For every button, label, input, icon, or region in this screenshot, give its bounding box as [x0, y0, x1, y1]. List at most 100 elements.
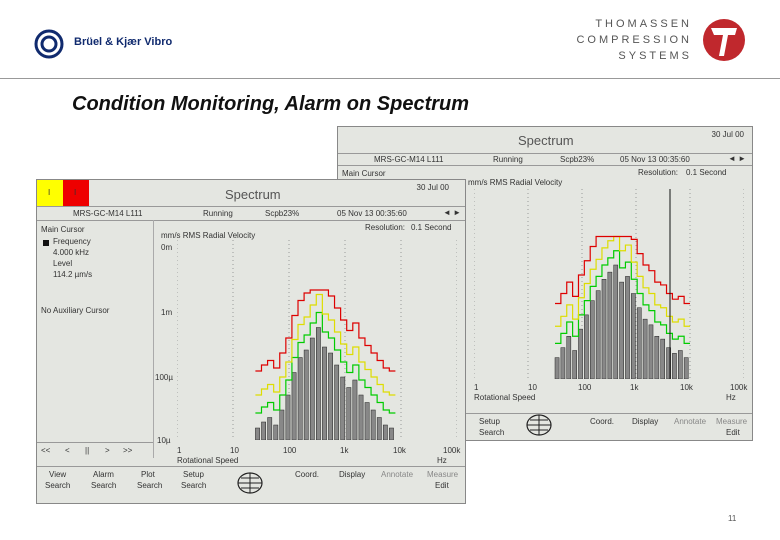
annotate-button[interactable]: Annotate	[381, 470, 414, 479]
transducer-globe-icon[interactable]	[227, 470, 273, 496]
slide-title: Condition Monitoring, Alarm on Spectrum	[72, 93, 470, 115]
x-axis-label: Rotational Speed	[177, 456, 239, 465]
y-tick: 1m	[161, 308, 173, 317]
nav-prev-button[interactable]: <	[65, 446, 70, 455]
machine-status: Running	[493, 155, 523, 164]
spectrum-bar	[607, 271, 613, 379]
x-tick: 1	[177, 446, 182, 455]
plot-button[interactable]: Plot	[141, 470, 155, 479]
edit-button[interactable]: Edit	[726, 428, 740, 437]
view-button[interactable]: View	[49, 470, 67, 479]
spectrum-bar	[619, 281, 624, 379]
main-cursor-label: Main Cursor	[342, 169, 386, 178]
spectrum-bar	[346, 387, 352, 440]
spectrum-bar	[297, 357, 303, 440]
band-setting: Scpb23%	[560, 155, 595, 164]
plot-search-button[interactable]: Search	[137, 481, 163, 490]
bk-vibro-brand: Brüel & Kjær Vibro	[74, 36, 173, 48]
spectrum-bar	[589, 300, 595, 379]
coord-button[interactable]: Coord.	[590, 417, 615, 426]
nav-pause-button[interactable]: ||	[85, 446, 90, 455]
spectrum-bar	[303, 349, 309, 440]
y-tick: 100µ	[155, 373, 173, 382]
spectrum-bar	[340, 376, 346, 440]
resolution-value: 0.1 Second	[411, 223, 452, 232]
resolution-label: Resolution:	[365, 223, 406, 232]
status-indicator-red: I	[63, 180, 89, 206]
bk-vibro-logo-icon	[34, 29, 64, 59]
alarm-limit-line	[255, 289, 396, 372]
alarm-search-button[interactable]: Search	[91, 481, 117, 490]
nav-arrows-icon[interactable]: ◄ ►	[442, 208, 461, 217]
main-cursor-label: Main Cursor	[41, 225, 85, 234]
spectrum-bar	[322, 346, 327, 440]
spectrum-bar	[376, 417, 382, 440]
window-title: Spectrum	[518, 133, 574, 148]
frequency-checkbox[interactable]	[43, 240, 49, 246]
spectrum-bar	[572, 350, 577, 379]
spectrum-bar	[352, 379, 358, 440]
tcs-brand: THOMASSEN COMPRESSION SYSTEMS	[576, 16, 692, 64]
spectrum-bar	[273, 424, 279, 440]
annotate-button[interactable]: Annotate	[674, 417, 707, 426]
spectrum-bar	[648, 324, 654, 379]
level-value: 114.2 µm/s	[53, 270, 93, 279]
measure-button[interactable]: Measure	[716, 417, 748, 426]
indicator-label: I	[48, 188, 51, 197]
page-number: 11	[728, 514, 737, 523]
edit-button[interactable]: Edit	[435, 481, 449, 490]
y-tick: 0m	[161, 243, 173, 252]
tcs-logo-icon	[703, 19, 745, 61]
timestamp: 05 Nov 13 00:35:60	[337, 209, 407, 218]
spectrum-bar	[279, 409, 285, 440]
resolution-label: Resolution:	[638, 168, 679, 177]
display-button[interactable]: Display	[632, 417, 659, 426]
spectrum-bar	[255, 427, 260, 440]
warning-limit-line	[255, 293, 396, 396]
view-search-button[interactable]: Search	[45, 481, 71, 490]
ok-limit-line	[255, 311, 396, 414]
alarm-limit-line	[555, 235, 690, 305]
machine-status: Running	[203, 209, 233, 218]
display-button[interactable]: Display	[339, 470, 366, 479]
tcs-line-1: THOMASSEN	[595, 18, 692, 30]
spectrum-bar	[328, 352, 333, 440]
setup-button[interactable]: Setup	[479, 417, 500, 426]
x-tick: 100k	[730, 383, 748, 392]
front-spectrum-chart	[177, 240, 457, 440]
nav-next-button[interactable]: >	[105, 446, 110, 455]
spectrum-bar	[316, 327, 321, 440]
measurement-point: MRS-GC-M14 L111	[73, 209, 143, 218]
window-title: Spectrum	[225, 187, 281, 202]
back-spectrum-chart	[474, 189, 744, 379]
search-button[interactable]: Search	[479, 428, 505, 437]
spectrum-bar	[382, 424, 388, 440]
nav-last-button[interactable]: >>	[123, 446, 133, 455]
nav-arrows-icon[interactable]: ◄ ►	[727, 154, 746, 163]
x-tick: 100	[578, 383, 592, 392]
frequency-value: 4.000 kHz	[53, 248, 90, 257]
spectrum-bar	[654, 336, 660, 379]
warning-limit-line	[555, 235, 690, 327]
spectrum-bar	[660, 338, 666, 379]
nav-first-button[interactable]: <<	[41, 446, 51, 455]
alarm-button[interactable]: Alarm	[93, 470, 114, 479]
header-divider	[0, 78, 780, 79]
spectrum-bar	[291, 372, 297, 440]
setup-button[interactable]: Setup	[183, 470, 204, 479]
timestamp: 05 Nov 13 00:35:60	[620, 155, 690, 164]
x-unit: Hz	[726, 393, 736, 402]
spectrum-bar	[683, 357, 689, 379]
spectrum-bar	[584, 314, 589, 379]
spectrum-bar	[358, 394, 364, 440]
setup-search-button[interactable]: Search	[181, 481, 207, 490]
transducer-globe-icon[interactable]	[516, 413, 562, 437]
resolution-value: 0.1 Second	[686, 168, 727, 177]
aux-cursor-label: No Auxiliary Cursor	[41, 306, 110, 315]
measure-label: mm/s RMS Radial Velocity	[468, 178, 563, 187]
date-corner: 30 Jul 00	[416, 183, 449, 192]
coord-button[interactable]: Coord.	[295, 470, 320, 479]
spectrum-bar	[642, 318, 648, 379]
spectrum-bar	[578, 328, 583, 379]
measure-button[interactable]: Measure	[427, 470, 459, 479]
